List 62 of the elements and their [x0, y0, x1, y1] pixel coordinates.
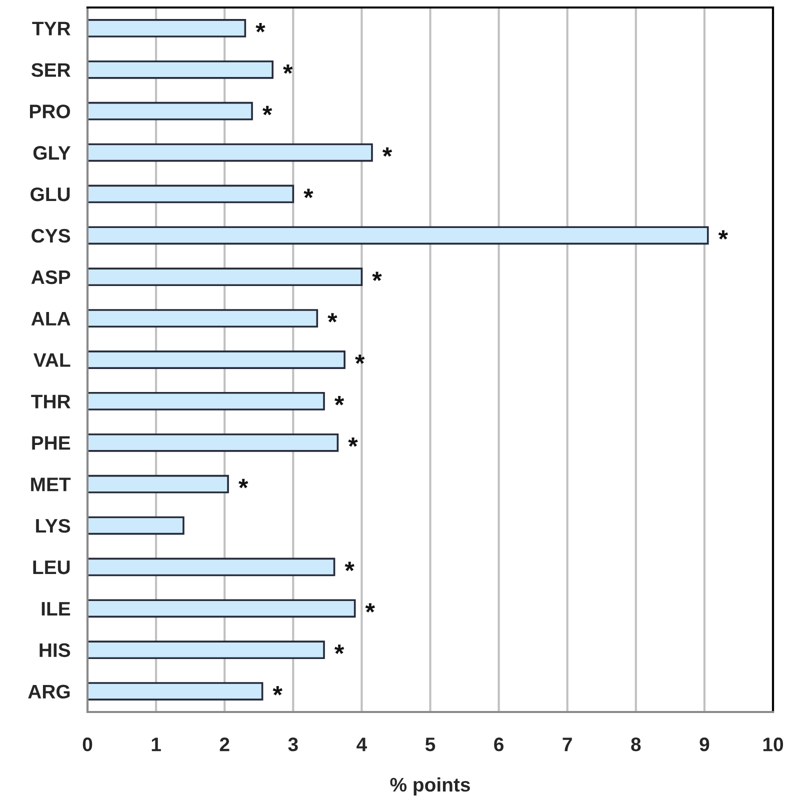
y-tick-label: THR	[31, 394, 70, 408]
y-tick-label: ARG	[28, 684, 70, 699]
annotation: *	[304, 188, 314, 198]
y-tick-label: SER	[31, 63, 70, 77]
annotation: *	[348, 437, 358, 447]
annotation: *	[262, 106, 272, 116]
bar	[88, 433, 339, 452]
bar	[88, 516, 184, 535]
bar	[88, 143, 373, 162]
x-tick-label: 7	[562, 738, 572, 752]
annotation: *	[256, 23, 266, 32]
annotation: *	[238, 478, 248, 488]
y-tick-label: LEU	[33, 560, 70, 574]
y-tick-label: VAL	[34, 353, 70, 367]
y-tick-label: TYR	[32, 22, 70, 36]
x-tick-label: 4	[356, 738, 368, 752]
y-tick-label: GLU	[30, 187, 70, 202]
y-tick-label: CYS	[32, 228, 70, 243]
bar	[88, 60, 274, 79]
bar	[88, 558, 336, 576]
bar	[88, 309, 318, 328]
y-tick-label: ALA	[31, 312, 70, 326]
bar	[88, 474, 229, 494]
annotation: *	[355, 354, 365, 364]
annotation: *	[365, 603, 375, 613]
annotation: *	[382, 147, 392, 157]
y-tick-label: PRO	[30, 104, 70, 118]
annotation: *	[718, 230, 728, 240]
annotation: *	[272, 686, 282, 696]
annotation: *	[334, 644, 344, 654]
x-tick-label: 9	[700, 738, 710, 752]
bar	[88, 268, 363, 286]
x-tick-label: 10	[763, 738, 784, 752]
y-tick-label: ASP	[31, 270, 70, 284]
y-tick-label: LYS	[36, 518, 70, 533]
x-tick-label: 3	[288, 738, 298, 752]
bar	[88, 19, 246, 38]
bar	[88, 226, 709, 245]
y-tick-label: PHE	[32, 436, 70, 450]
x-tick-label: 2	[220, 738, 230, 752]
bar	[88, 350, 346, 369]
bar	[88, 102, 253, 120]
annotation: *	[283, 64, 293, 74]
x-tick-label: 8	[631, 738, 641, 752]
x-tick-label: 5	[425, 738, 436, 752]
bar	[88, 392, 325, 410]
annotation: *	[328, 313, 338, 322]
bar	[88, 682, 264, 700]
bar	[88, 640, 325, 660]
x-tick-label: 0	[82, 738, 92, 752]
bar	[88, 599, 356, 618]
y-tick-label: HIS	[40, 643, 70, 658]
x-tick-label: 6	[494, 738, 504, 752]
y-tick-label: ILE	[42, 602, 70, 616]
y-tick-label: GLY	[33, 146, 71, 160]
x-axis-title: % points	[390, 777, 470, 796]
bar	[88, 184, 294, 204]
annotation: *	[344, 562, 354, 572]
y-tick-label: MET	[31, 478, 71, 492]
x-tick-label: 1	[152, 738, 161, 752]
annotation: *	[372, 272, 382, 281]
annotation: *	[334, 396, 344, 406]
